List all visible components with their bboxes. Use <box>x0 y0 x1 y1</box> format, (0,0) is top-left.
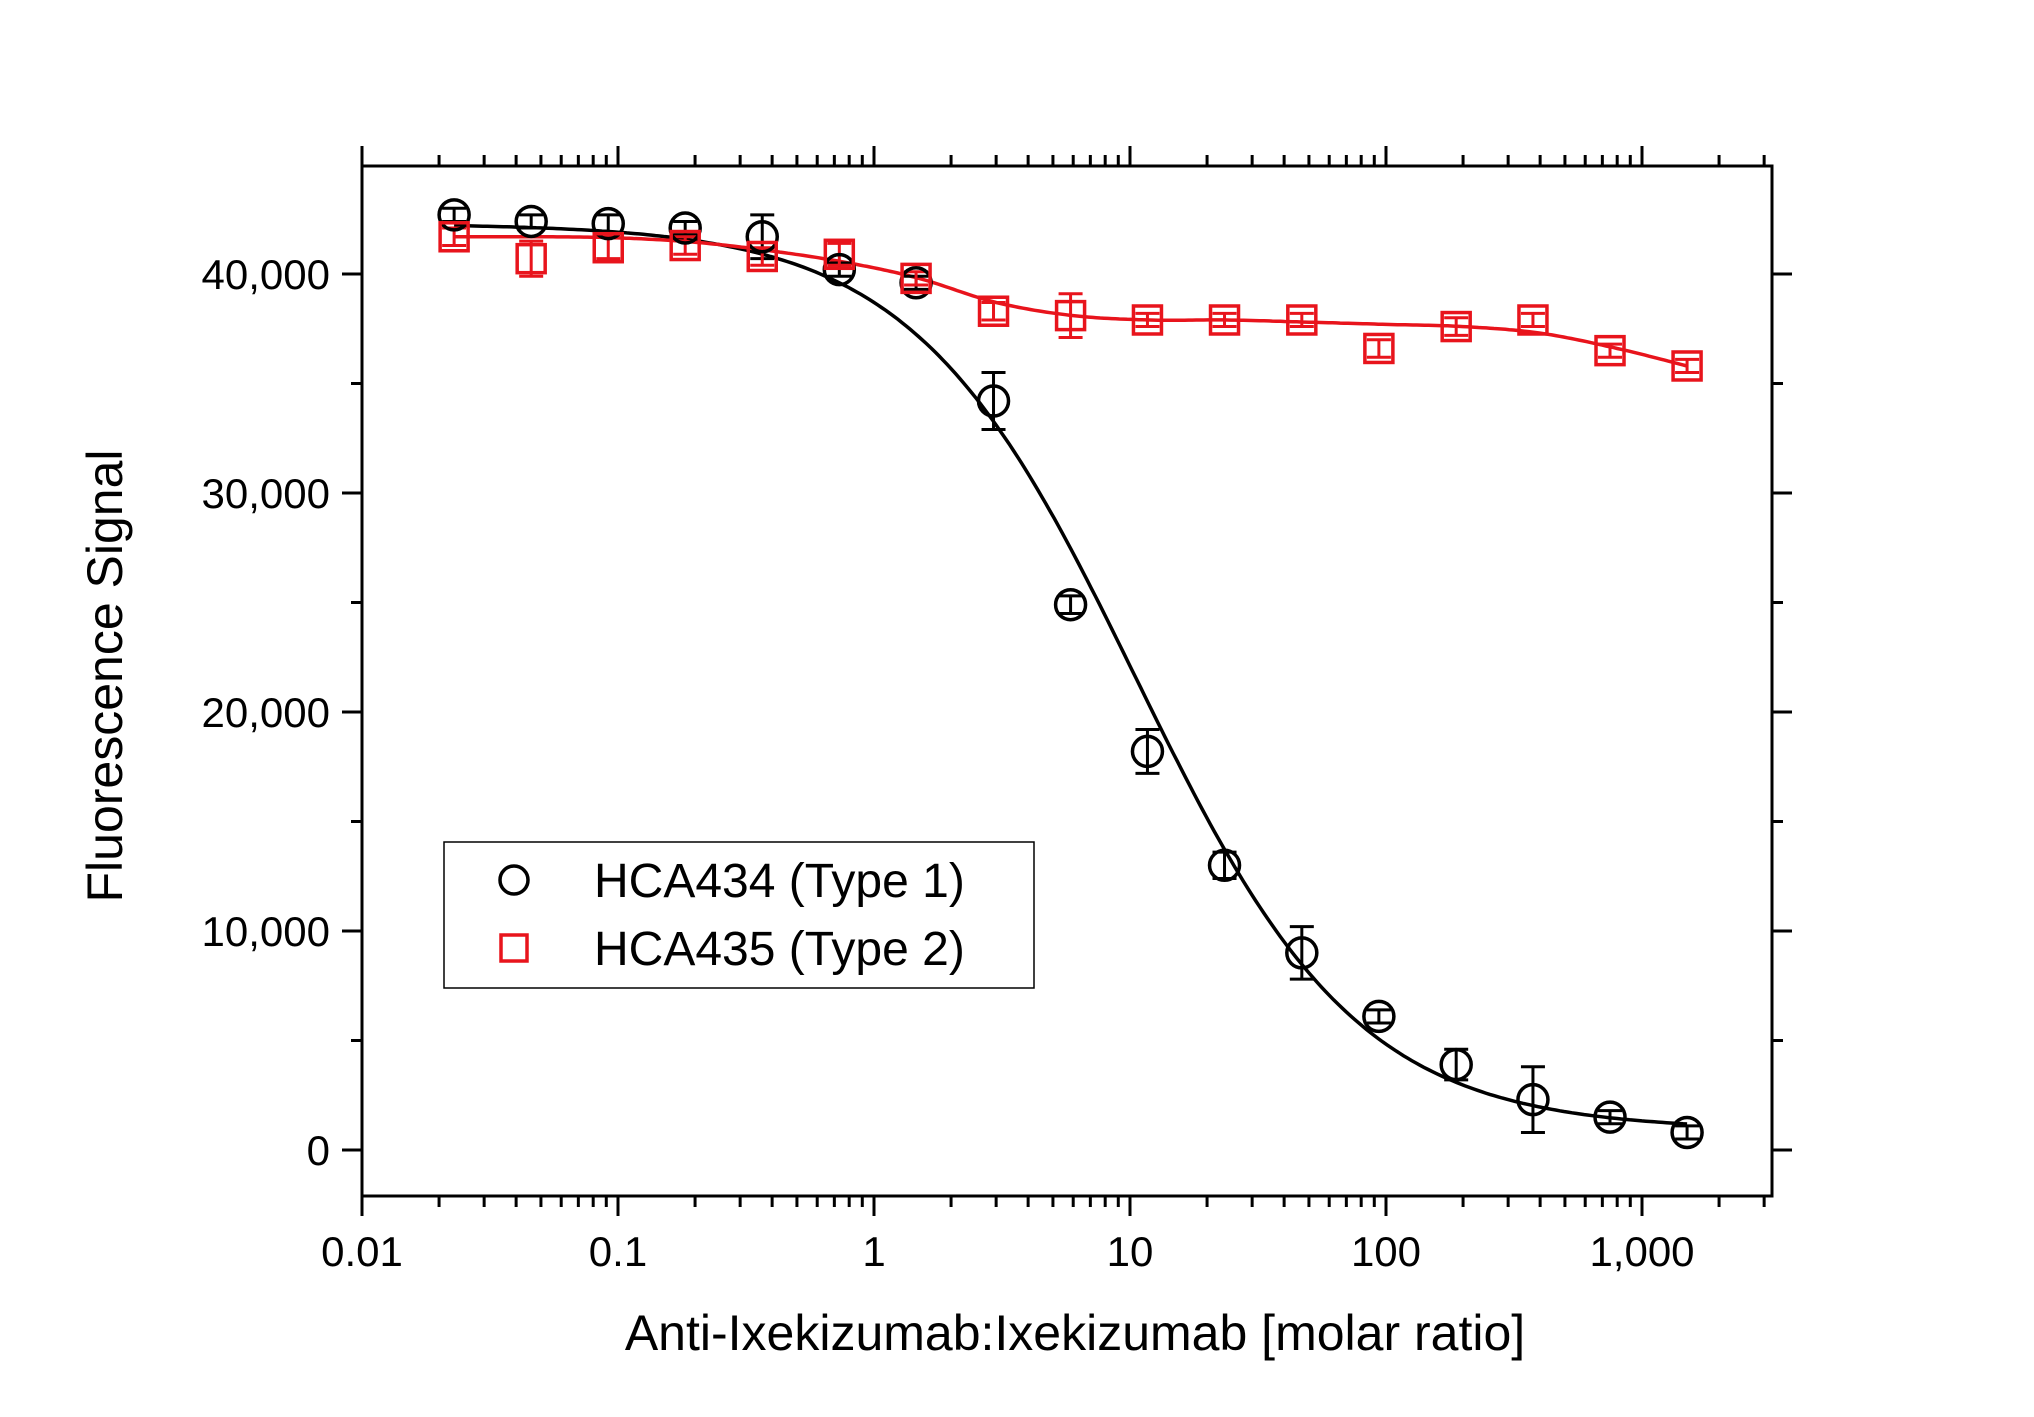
error-bar <box>1675 1124 1700 1141</box>
data-point-square <box>592 231 624 264</box>
data-point-circle <box>1130 734 1165 769</box>
data-point-square <box>900 262 932 295</box>
data-point-circle <box>1593 1100 1627 1134</box>
error-bar <box>1289 925 1314 981</box>
error-bar <box>1212 311 1237 329</box>
error-bar <box>519 239 544 278</box>
error-bar <box>1135 311 1160 329</box>
data-point-square <box>977 295 1010 327</box>
error-bar <box>1598 1109 1623 1126</box>
data-point-square <box>746 240 779 273</box>
error-bars <box>442 206 1700 1141</box>
error-bar <box>981 371 1006 431</box>
error-bar <box>519 213 544 230</box>
error-bar <box>1520 1065 1545 1134</box>
error-bar <box>1058 594 1083 615</box>
data-point-circle <box>1285 936 1319 970</box>
data-point-circle <box>1516 1082 1550 1117</box>
error-bar <box>1366 1008 1391 1025</box>
data-point-square <box>669 229 701 262</box>
x-tick-label: 100 <box>1351 1228 1421 1275</box>
fit-curve-series-0 <box>454 223 1688 1126</box>
fit-curve-series-1 <box>454 234 1688 368</box>
x-tick-label: 10 <box>1107 1228 1154 1275</box>
data-point-circle <box>1670 1115 1704 1150</box>
legend-label: HCA434 (Type 1) <box>594 855 965 908</box>
x-tick-label: 1,000 <box>1589 1228 1694 1275</box>
error-bar <box>1598 342 1623 359</box>
data-point-square <box>515 242 547 275</box>
x-tick-label: 0.1 <box>589 1228 647 1275</box>
data-point-square <box>1286 304 1318 336</box>
error-bar <box>1675 357 1700 375</box>
error-bar <box>1444 316 1469 337</box>
y-tick-label: 20,000 <box>202 689 330 736</box>
error-bar <box>1520 311 1545 329</box>
data-point-circle <box>514 204 548 239</box>
data-point-square <box>1594 334 1626 367</box>
error-bar <box>1366 338 1391 359</box>
data-point-circle <box>437 198 471 232</box>
plot-frame <box>360 164 1774 1198</box>
fit-curves <box>454 223 1688 1126</box>
x-tick-label: 0.01 <box>321 1228 403 1275</box>
data-point-circle <box>745 220 780 254</box>
axes: 0.01 0.1 1 10 100 1,000 0 10,000 20,000 30,000 40,… <box>202 146 1792 1275</box>
data-points <box>437 198 1704 1150</box>
x-axis-title: Anti-Ixekizumab:Ixekizumab [molar ratio] <box>625 1305 1525 1361</box>
data-point-square <box>1363 332 1395 365</box>
legend-marker-square <box>499 933 529 963</box>
data-point-square <box>1208 304 1241 336</box>
data-point-square <box>823 238 856 271</box>
error-bar <box>673 235 698 256</box>
y-tick-label: 40,000 <box>202 251 330 298</box>
data-point-circle <box>1362 999 1396 1034</box>
error-bar <box>981 300 1006 322</box>
data-point-circle <box>668 211 702 245</box>
data-point-square <box>1517 304 1549 336</box>
y-tick-label: 30,000 <box>202 470 330 517</box>
legend: HCA434 (Type 1) HCA435 (Type 2) <box>443 841 1035 989</box>
y-axis-title: Fluorescence Signal <box>77 449 133 902</box>
data-point-square <box>1671 350 1703 382</box>
x-tick-label: 1 <box>862 1228 885 1275</box>
y-tick-label: 0 <box>307 1127 330 1174</box>
error-bar <box>1289 311 1314 329</box>
data-point-square <box>1131 304 1164 336</box>
data-point-circle <box>1207 848 1242 883</box>
legend-label: HCA435 (Type 2) <box>594 923 965 976</box>
data-point-square <box>1440 310 1472 343</box>
data-point-square <box>1054 299 1087 332</box>
data-point-square <box>438 221 470 253</box>
y-tick-label: 10,000 <box>202 908 330 955</box>
legend-marker-circle <box>498 864 530 896</box>
data-point-circle <box>1053 587 1088 622</box>
data-point-circle <box>591 206 625 241</box>
legend-box <box>443 841 1035 989</box>
error-bar <box>442 206 467 223</box>
data-point-circle <box>1439 1047 1473 1082</box>
data-point-circle <box>976 384 1011 418</box>
